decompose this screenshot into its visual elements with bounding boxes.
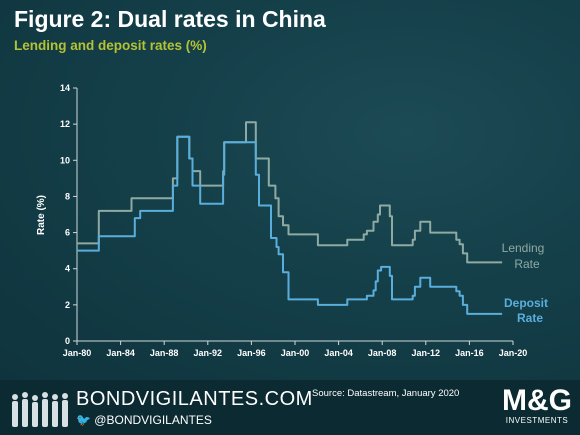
x-tick-label: Jan-04 <box>324 348 353 358</box>
twitter-handle[interactable]: 🐦 @BONDVIGILANTES <box>76 413 212 427</box>
y-tick-label: 4 <box>65 264 70 274</box>
y-tick-label: 6 <box>65 228 70 238</box>
y-axis-label: Rate (%) <box>36 195 47 235</box>
x-tick-label: Jan-08 <box>368 348 397 358</box>
x-tick-label: Jan-92 <box>194 348 223 358</box>
mg-logo: M&G INVESTMENTS <box>498 386 576 430</box>
x-tick-label: Jan-20 <box>499 348 528 358</box>
x-tick-label: Jan-88 <box>150 348 179 358</box>
y-tick-label: 8 <box>65 191 70 201</box>
deposit-rate-label-line2: Rate <box>517 311 543 325</box>
y-tick-label: 12 <box>60 119 70 129</box>
people-silhouette-icon <box>12 392 68 427</box>
footer-bar <box>0 380 580 435</box>
deposit-rate-line <box>77 135 503 315</box>
x-tick-label: Jan-80 <box>63 348 92 358</box>
series-lines <box>77 121 503 315</box>
series-labels: Lending Rate Deposit Rate <box>502 241 548 325</box>
source-note: Source: Datastream, January 2020 <box>312 388 460 399</box>
twitter-bird-icon: 🐦 <box>76 413 91 427</box>
x-tick-label: Jan-96 <box>237 348 266 358</box>
page-title: Figure 2: Dual rates in China <box>14 6 326 32</box>
lending-rate-label-line1: Lending <box>502 241 545 255</box>
lending-rate-label-line2: Rate <box>514 257 540 271</box>
deposit-rate-label-line1: Deposit <box>504 296 548 310</box>
x-tick-label: Jan-84 <box>106 348 135 358</box>
x-tick-label: Jan-12 <box>412 348 441 358</box>
y-tick-label: 10 <box>60 155 70 165</box>
y-tick-label: 2 <box>65 300 70 310</box>
y-tick-label: 0 <box>65 336 70 346</box>
website-link[interactable]: BONDVIGILANTES.COM <box>76 388 313 410</box>
line-chart: 0 2 4 6 8 10 12 14 Jan-80 Jan-84 Jan-88 Jan-92 Jan-9… <box>36 83 548 358</box>
logo-text: M&G <box>502 384 572 417</box>
x-tick-label: Jan-00 <box>281 348 310 358</box>
y-tick-label: 14 <box>60 83 70 93</box>
x-tick-label: Jan-16 <box>455 348 484 358</box>
chart-subtitle: Lending and deposit rates (%) <box>14 38 207 53</box>
logo-subtext: INVESTMENTS <box>505 416 569 425</box>
chart-background <box>0 0 580 380</box>
lending-rate-line <box>77 121 503 264</box>
axes: 0 2 4 6 8 10 12 14 Jan-80 Jan-84 Jan-88 Jan-92 Jan-9… <box>60 83 527 358</box>
twitter-handle-text: @BONDVIGILANTES <box>94 413 212 427</box>
